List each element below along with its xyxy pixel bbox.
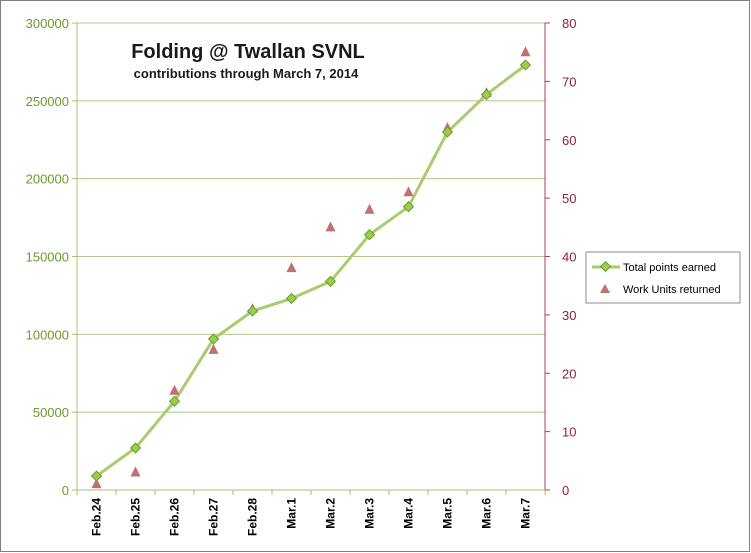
chart-title: Folding @ Twallan SVNL — [131, 41, 365, 63]
left-tick-label: 150000 — [26, 250, 69, 265]
x-tick-label: Mar.5 — [441, 498, 455, 529]
point-total-points — [480, 88, 493, 101]
right-tick-label: 80 — [562, 16, 576, 31]
legend-box — [585, 251, 741, 304]
legend-diamond-marker — [599, 260, 612, 273]
legend-label-points: Total points earned — [623, 262, 716, 274]
point-total-points — [129, 442, 142, 454]
point-work-units — [403, 186, 414, 197]
legend-triangle-marker — [600, 284, 610, 293]
right-axis-ticks: 0 10 20 30 40 50 60 70 80 — [545, 16, 576, 498]
point-total-points — [207, 333, 220, 345]
point-work-units — [91, 478, 102, 489]
point-total-points — [402, 201, 415, 213]
point-work-units — [325, 221, 336, 232]
right-tick-label: 30 — [562, 308, 576, 323]
right-tick-label: 40 — [562, 250, 576, 265]
x-tick-label: Mar.3 — [363, 498, 377, 529]
x-tick-label: Feb.25 — [129, 498, 143, 536]
point-total-points — [324, 275, 337, 288]
series-line-total-points — [95, 63, 527, 478]
legend-label-workunits: Work Units returned — [623, 284, 721, 296]
x-tick-label: Mar.2 — [324, 498, 338, 529]
point-work-units — [169, 384, 180, 395]
left-axis-ticks: 0 50000 100000 150000 200000 250000 300000 — [26, 16, 77, 498]
x-tick-label: Feb.24 — [90, 498, 104, 536]
series — [90, 46, 532, 489]
point-total-points — [246, 305, 259, 317]
point-total-points — [363, 229, 376, 241]
point-work-units — [286, 262, 297, 273]
left-tick-label: 200000 — [26, 172, 69, 187]
x-tick-label: Mar.1 — [285, 498, 299, 529]
point-work-units — [520, 46, 531, 57]
left-tick-label: 100000 — [26, 327, 69, 342]
x-tick-label: Mar.6 — [480, 498, 494, 529]
point-total-points — [168, 395, 181, 407]
left-tick-label: 250000 — [26, 94, 69, 109]
x-tick-label: Feb.27 — [207, 498, 221, 536]
point-total-points — [519, 59, 532, 71]
point-work-units — [364, 203, 375, 214]
grid — [77, 22, 545, 413]
point-total-points — [90, 470, 103, 482]
point-work-units — [208, 343, 219, 354]
right-tick-label: 50 — [562, 191, 576, 206]
right-tick-label: 60 — [562, 133, 576, 148]
left-tick-label: 300000 — [26, 16, 69, 31]
legend: Total points earned Work Units returned — [585, 251, 741, 304]
left-tick-label: 0 — [62, 483, 69, 498]
right-tick-label: 70 — [562, 74, 576, 89]
point-total-points — [441, 126, 454, 138]
x-axis-ticks: Feb.24 Feb.25 Feb.26 Feb.27 Feb.28 Mar.1 Mar.2… — [76, 490, 546, 536]
point-work-units — [130, 466, 141, 477]
chart-subtitle: contributions through March 7, 2014 — [134, 66, 359, 81]
right-tick-label: 0 — [562, 483, 569, 498]
x-tick-label: Mar.4 — [402, 498, 416, 529]
x-tick-label: Feb.26 — [168, 498, 182, 536]
x-tick-label: Feb.28 — [246, 498, 260, 536]
right-tick-label: 10 — [562, 425, 576, 440]
left-tick-label: 50000 — [33, 405, 69, 420]
right-tick-label: 20 — [562, 366, 576, 381]
x-tick-label: Mar.7 — [519, 498, 533, 529]
point-total-points — [285, 292, 298, 305]
